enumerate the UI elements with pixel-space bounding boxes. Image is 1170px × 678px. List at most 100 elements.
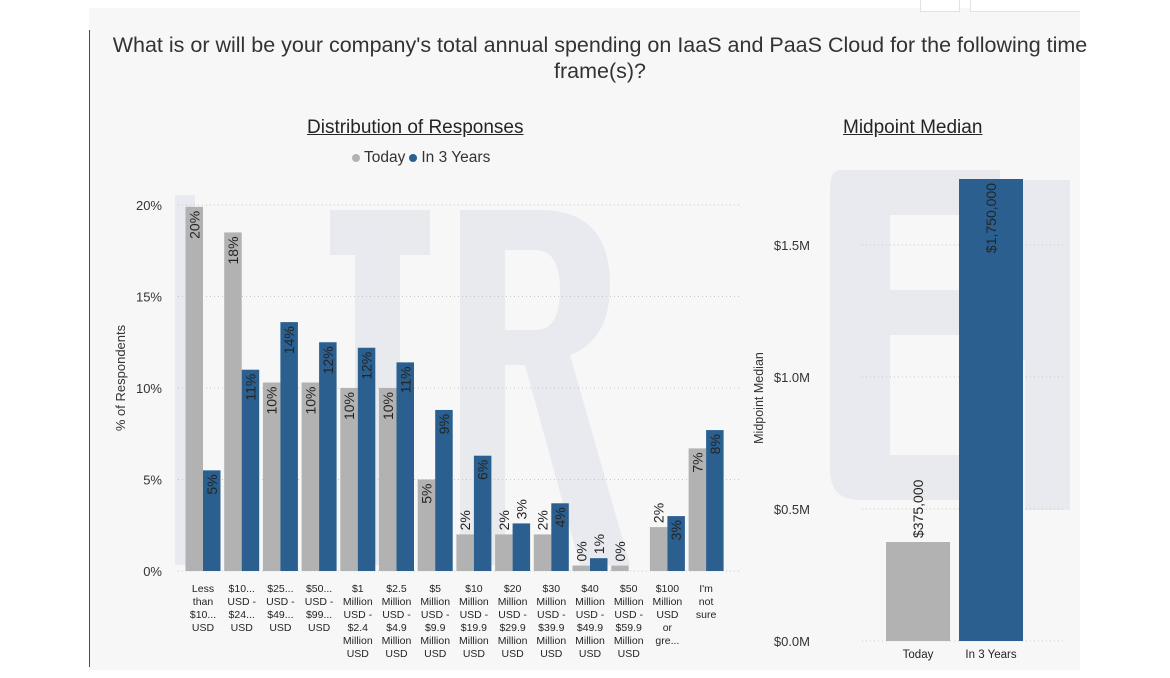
x-tick-label-line: USD (269, 622, 292, 634)
legend-item-today[interactable]: Today (352, 149, 405, 167)
data-label: 2% (535, 510, 551, 530)
x-tick-label-line: $2.4 (348, 622, 369, 634)
data-label: 18% (225, 236, 241, 264)
data-label: 10% (264, 387, 280, 415)
x-tick-label-line: USD (192, 622, 215, 634)
x-tick-label-line: or (663, 622, 673, 634)
x-tick-label-line: Million (382, 635, 412, 647)
x-tick-label-line: $40 (581, 583, 599, 595)
x-tick-label-line: USD - (227, 596, 256, 608)
y-tick-label: 0% (143, 564, 162, 579)
x-tick-label-line: Million (536, 596, 566, 608)
x-tick-label-line: Less (192, 583, 214, 595)
data-label: 10% (380, 392, 396, 420)
bar-in-3-years (203, 470, 221, 571)
data-label: 6% (475, 460, 491, 480)
top-tab-field[interactable] (970, 0, 1080, 12)
data-label: 0% (612, 541, 628, 561)
bar-in-3-years (435, 409, 453, 571)
data-label: 1% (591, 534, 607, 554)
x-tick-label-line: USD - (382, 609, 411, 621)
bar-in-3-years (959, 179, 1023, 641)
bar-today (262, 382, 281, 571)
x-tick-label-line: $30 (543, 583, 561, 595)
x-tick-label-line: USD - (576, 609, 605, 621)
bar-in-3-years (241, 369, 260, 571)
bar-today (417, 479, 436, 571)
data-label: 10% (302, 387, 318, 415)
legend-item-in-3-years[interactable]: In 3 Years (409, 149, 490, 167)
bar-today (185, 206, 203, 571)
x-tick-label: $100 Million USD or gre... (653, 583, 683, 647)
x-tick-label-line: gre... (655, 635, 679, 647)
x-tick-label: $10... USD -$24... USD (227, 583, 256, 634)
data-label: 5% (204, 474, 220, 494)
bar-in-3-years (357, 347, 376, 571)
x-tick-label-line: USD - (305, 596, 334, 608)
bar-in-3-years (551, 503, 569, 571)
data-label: 9% (436, 414, 452, 434)
x-tick-label-line: USD - (266, 596, 295, 608)
bar-in-3-years (706, 430, 724, 571)
x-tick-label-line: $100 (656, 583, 680, 595)
left-chart-title: Distribution of Responses (307, 117, 524, 138)
x-tick-label-line: USD - (537, 609, 566, 621)
x-tick-label-line: $50... (306, 583, 332, 595)
data-label: 2% (457, 510, 473, 530)
bar-today (611, 565, 629, 571)
x-tick-label-line: $4.9 (386, 622, 407, 634)
data-label: 10% (341, 392, 357, 420)
legend-label-today: Today (364, 149, 406, 166)
x-tick-label: $30 Million USD -$39.9 Million USD (536, 583, 566, 660)
bar-today (379, 388, 397, 571)
x-tick-label-line: USD (385, 648, 408, 660)
x-tick-label-line: USD - (498, 609, 527, 621)
top-tab-button[interactable] (920, 0, 960, 12)
bar-in-3-years (512, 523, 531, 571)
x-tick-label-line: $59.9 (616, 622, 642, 634)
bar-today (224, 232, 242, 571)
data-label: 11% (242, 374, 258, 401)
data-label: 20% (186, 211, 202, 239)
y-tick-label: $0.0M (774, 634, 810, 649)
data-label: 8% (707, 434, 723, 454)
x-tick-label-line: Million (498, 635, 528, 647)
bar-today (572, 565, 590, 571)
bar-today (886, 542, 950, 641)
bar-in-3-years (667, 516, 685, 571)
x-tick-label-line: Million (343, 635, 373, 647)
x-tick-label: $40 Million USD -$49.9 Million USD (575, 583, 605, 660)
bar-today (688, 448, 707, 571)
x-tick-label-line: $2.5 (386, 583, 407, 595)
x-tick-label: $2.5 Million USD -$4.9 Million USD (382, 583, 412, 660)
bar-today (301, 382, 320, 571)
x-tick-label-line: $50 (620, 583, 638, 595)
x-tick-label-line: USD - (421, 609, 450, 621)
x-tick-label-line: $10... (190, 609, 216, 621)
data-label: $375,000 (910, 479, 926, 538)
bar-in-3-years (319, 342, 337, 571)
x-tick-label-line: $5 (429, 583, 441, 595)
bar-in-3-years (473, 455, 492, 571)
data-label: 14% (281, 326, 297, 354)
x-tick-label-line: USD (502, 648, 525, 660)
x-tick-label-line: Million (653, 596, 683, 608)
data-label: 4% (552, 507, 568, 527)
data-label: 12% (359, 352, 375, 380)
x-tick-label-line: $49... (267, 609, 293, 621)
x-tick-label-line: than (193, 596, 214, 608)
x-tick-label-line: USD (308, 622, 331, 634)
bar-today (649, 527, 668, 571)
x-tick-label-line: Million (343, 596, 373, 608)
legend-label-in-3-years: In 3 Years (421, 149, 491, 166)
x-tick-label-line: Million (459, 635, 489, 647)
x-tick-label: I'm not sure (696, 583, 717, 621)
x-tick-label-line: $99... (306, 609, 332, 621)
data-label: 0% (573, 541, 589, 561)
x-tick-label-line: USD (540, 648, 563, 660)
x-tick-label-line: $49.9 (577, 622, 603, 634)
x-tick-label-line: Million (420, 635, 450, 647)
bar-today (533, 534, 552, 571)
x-tick-label: $50... USD -$99... USD (305, 583, 334, 634)
